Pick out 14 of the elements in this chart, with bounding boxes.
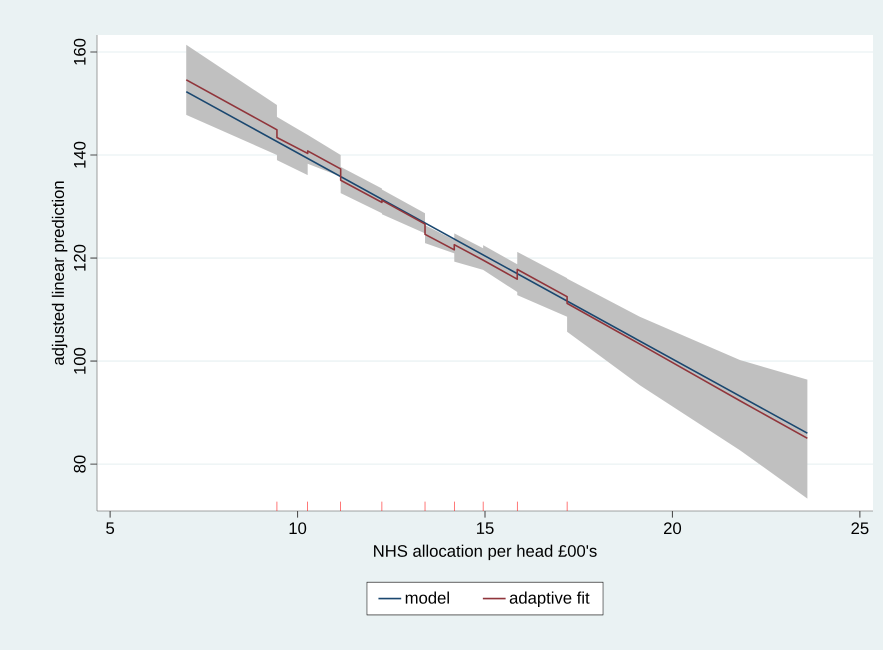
y-tick-label: 80 <box>74 455 86 473</box>
y-tick-label: 160 <box>74 38 86 65</box>
x-tick-label: 5 <box>106 522 114 534</box>
x-tick-label: 20 <box>664 522 682 534</box>
y-tick-label: 140 <box>74 142 86 168</box>
x-tick-label: 15 <box>477 522 494 534</box>
x-tick-label: 25 <box>851 522 868 534</box>
y-axis-title: adjusted linear prediction <box>52 181 68 365</box>
legend-label: adaptive fit <box>510 592 590 608</box>
x-tick-label: 10 <box>290 522 306 534</box>
legend-label: model <box>406 592 449 604</box>
y-tick-label: 100 <box>74 348 86 374</box>
y-tick-label: 120 <box>74 244 86 271</box>
x-axis-title: NHS allocation per head £00's <box>374 544 597 560</box>
